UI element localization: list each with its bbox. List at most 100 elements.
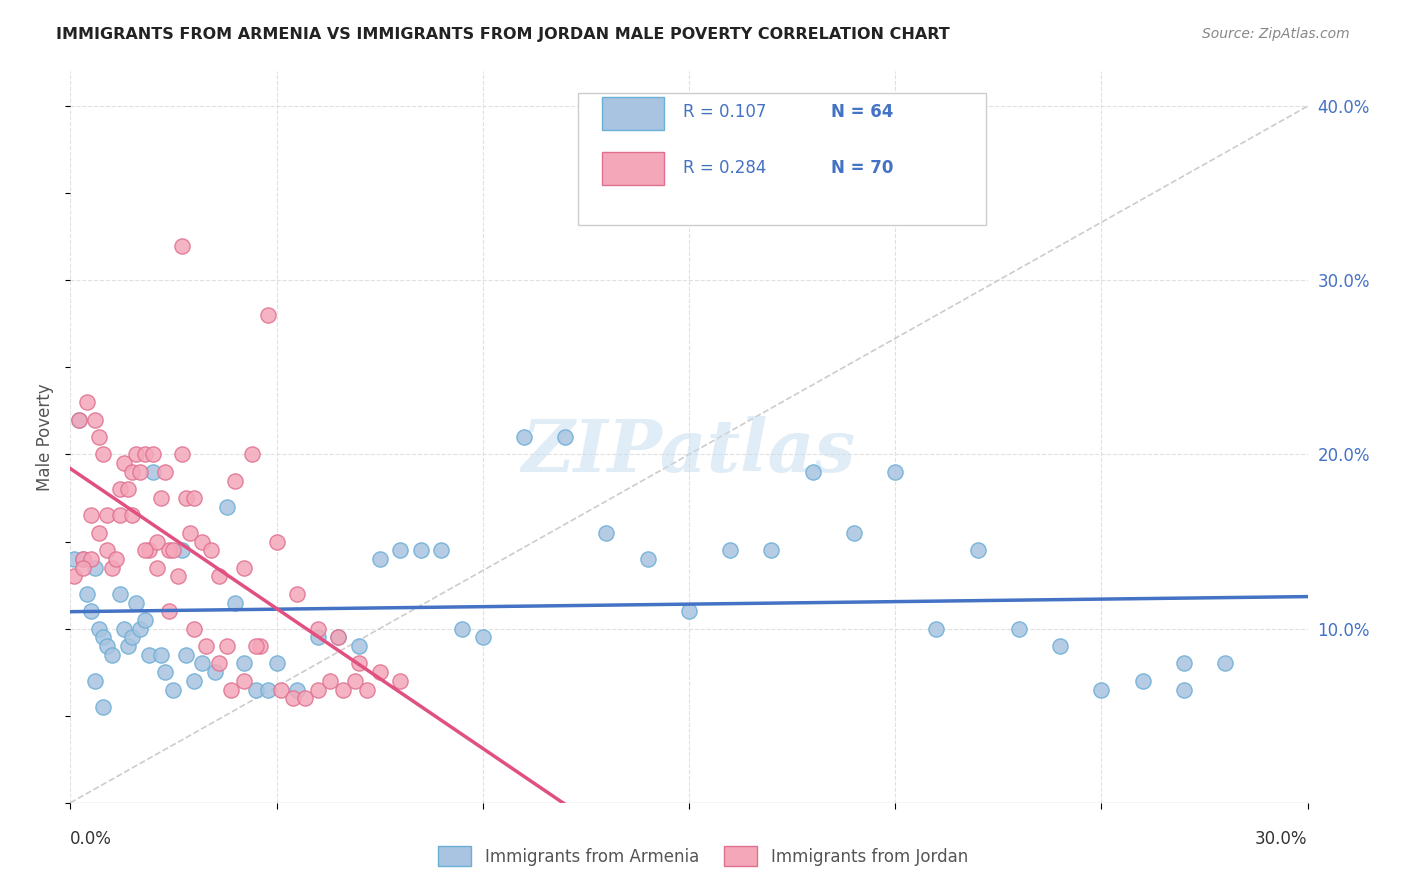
Text: R = 0.107: R = 0.107 [683, 103, 766, 120]
Point [125, 448, 148, 462]
Point [138, 648, 160, 662]
Point [134, 543, 156, 558]
Point [134, 448, 156, 462]
Point [108, 508, 131, 523]
Point [170, 448, 193, 462]
Point [112, 456, 135, 470]
Point [195, 639, 218, 653]
Point [96, 639, 118, 653]
Point [678, 604, 700, 618]
Point [925, 622, 948, 636]
Point [266, 657, 288, 671]
Point [162, 682, 184, 697]
Point [174, 648, 197, 662]
Point [91, 448, 114, 462]
Text: N = 64: N = 64 [831, 103, 894, 120]
Point [266, 534, 288, 549]
Point [245, 639, 267, 653]
Point [1173, 657, 1195, 671]
Point [157, 604, 180, 618]
Point [389, 673, 412, 688]
Point [150, 648, 173, 662]
Point [72, 560, 94, 574]
Point [89, 622, 111, 636]
Point [134, 613, 156, 627]
Point [219, 682, 242, 697]
Point [125, 595, 148, 609]
Point [170, 238, 193, 252]
Point [368, 552, 391, 566]
Text: IMMIGRANTS FROM ARMENIA VS IMMIGRANTS FROM JORDAN MALE POVERTY CORRELATION CHART: IMMIGRANTS FROM ARMENIA VS IMMIGRANTS FR… [56, 27, 950, 42]
Point [285, 587, 308, 601]
Point [76, 587, 98, 601]
Point [389, 543, 412, 558]
Point [554, 430, 576, 444]
Point [129, 465, 152, 479]
Point [67, 412, 90, 426]
Point [294, 691, 316, 706]
Point [224, 595, 246, 609]
Point [121, 508, 143, 523]
Point [595, 525, 617, 540]
Point [285, 682, 308, 697]
Point [343, 673, 366, 688]
Legend: Immigrants from Armenia, Immigrants from Jordan: Immigrants from Armenia, Immigrants from… [430, 838, 976, 875]
Point [150, 491, 173, 505]
Point [191, 657, 214, 671]
Point [966, 543, 988, 558]
Point [307, 682, 329, 697]
Point [76, 395, 98, 409]
Point [801, 465, 824, 479]
Point [138, 543, 160, 558]
Text: Source: ZipAtlas.com: Source: ZipAtlas.com [1202, 27, 1350, 41]
Point [100, 648, 122, 662]
Point [1213, 657, 1236, 671]
Point [208, 657, 231, 671]
Point [513, 430, 536, 444]
Point [100, 560, 122, 574]
Point [142, 448, 165, 462]
Point [153, 465, 176, 479]
Text: 30.0%: 30.0% [1256, 830, 1308, 847]
Point [108, 587, 131, 601]
Point [84, 673, 107, 688]
Point [257, 308, 280, 322]
Point [307, 622, 329, 636]
Point [72, 552, 94, 566]
Point [347, 639, 370, 653]
Point [129, 622, 152, 636]
Point [162, 543, 184, 558]
Point [80, 552, 103, 566]
Point [328, 631, 350, 645]
Point [146, 560, 169, 574]
Point [84, 412, 107, 426]
Point [191, 534, 214, 549]
Point [200, 543, 222, 558]
Point [208, 569, 231, 583]
Point [240, 448, 263, 462]
Point [96, 543, 118, 558]
Point [1090, 682, 1112, 697]
Point [157, 543, 180, 558]
Point [232, 560, 254, 574]
Point [245, 682, 267, 697]
Point [471, 631, 494, 645]
Point [80, 604, 103, 618]
Point [96, 508, 118, 523]
Point [884, 465, 907, 479]
Point [183, 491, 205, 505]
Point [232, 657, 254, 671]
Point [84, 560, 107, 574]
Point [307, 631, 329, 645]
Point [232, 673, 254, 688]
Point [166, 569, 188, 583]
Point [91, 700, 114, 714]
Point [1173, 682, 1195, 697]
Point [89, 430, 111, 444]
Point [91, 631, 114, 645]
Point [332, 682, 354, 697]
Point [174, 491, 197, 505]
Point [215, 639, 238, 653]
Text: R = 0.284: R = 0.284 [683, 159, 766, 177]
Point [409, 543, 432, 558]
